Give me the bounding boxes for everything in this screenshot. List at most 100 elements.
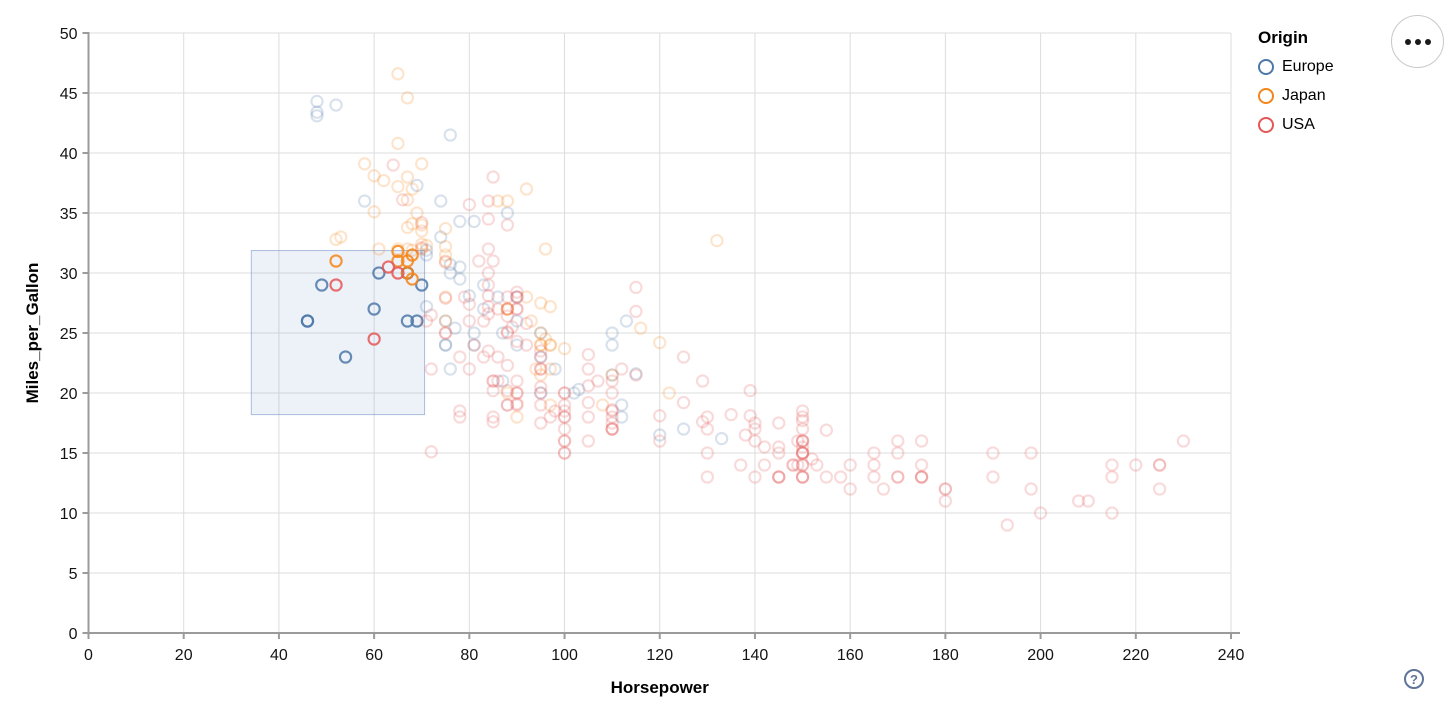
data-point-usa: [481, 194, 496, 208]
brush-selection[interactable]: [250, 250, 426, 416]
data-point-usa: [500, 218, 515, 232]
data-point-usa: [653, 409, 667, 423]
data-point-europe: [315, 278, 329, 292]
brush-rect[interactable]: [250, 250, 426, 416]
data-point-usa: [795, 404, 810, 418]
data-point-japan: [605, 368, 619, 382]
data-point-japan: [543, 398, 557, 412]
data-point-usa: [476, 314, 491, 328]
data-point-japan: [391, 136, 405, 151]
data-point-japan: [529, 362, 543, 376]
data-point-usa: [843, 458, 857, 472]
japan-ring-icon: [1258, 88, 1274, 104]
data-point-usa: [891, 470, 905, 484]
data-point-japan: [534, 338, 548, 352]
data-point-europe: [714, 431, 729, 446]
data-point-usa: [795, 413, 810, 428]
data-point-japan: [510, 410, 524, 424]
data-point-usa: [786, 458, 800, 472]
data-point-europe: [438, 314, 453, 328]
data-point-usa: [510, 398, 524, 412]
data-point-usa: [557, 410, 572, 424]
data-point-usa: [581, 434, 595, 448]
data-point-usa: [581, 379, 595, 393]
x-tick-label: 240: [1218, 647, 1245, 664]
data-point-japan: [400, 91, 415, 105]
data-point-usa: [810, 458, 824, 472]
data-point-usa: [462, 314, 476, 328]
y-tick-label: 15: [60, 446, 78, 463]
data-point-usa: [476, 350, 491, 364]
data-point-usa: [1105, 458, 1119, 472]
data-point-europe: [434, 230, 448, 244]
data-point-usa: [795, 446, 810, 460]
data-point-usa: [500, 302, 515, 316]
data-point-usa: [557, 386, 572, 400]
data-point-usa: [786, 458, 800, 472]
data-point-usa: [795, 422, 810, 436]
data-point-europe: [572, 382, 586, 397]
data-point-usa: [491, 302, 505, 316]
data-point-japan: [500, 386, 515, 400]
data-point-europe: [615, 398, 629, 412]
data-point-europe: [443, 266, 457, 280]
data-point-europe: [605, 338, 619, 352]
axes: 0 20 40 60 80 100 120 140 160 180 200 220 240 0 5 10 15 2…: [60, 26, 1245, 664]
data-point-usa: [591, 374, 605, 388]
data-point-usa: [605, 386, 619, 400]
data-point-usa: [491, 350, 505, 364]
data-point-usa: [500, 326, 515, 340]
data-point-usa: [1176, 434, 1191, 448]
data-point-usa: [1152, 482, 1167, 496]
data-point-usa: [819, 423, 834, 437]
data-point-japan: [595, 398, 610, 412]
data-point-usa: [724, 407, 738, 422]
data-point-usa: [581, 395, 595, 410]
data-point-europe: [496, 374, 510, 388]
data-point-usa: [534, 380, 548, 394]
data-point-usa: [791, 434, 805, 448]
data-point-usa: [329, 278, 343, 292]
y-tick-label: 30: [60, 266, 78, 283]
x-tick-label: 120: [646, 647, 673, 664]
data-point-japan: [500, 194, 515, 208]
data-point-japan: [376, 173, 391, 188]
data-point-usa: [833, 470, 848, 484]
help-button[interactable]: ?: [1404, 669, 1424, 689]
data-point-usa: [557, 446, 572, 460]
data-point-usa: [1152, 458, 1167, 472]
y-tick-label: 0: [69, 626, 78, 643]
data-point-europe: [534, 386, 548, 400]
data-point-usa: [481, 344, 496, 358]
data-point-usa: [795, 458, 810, 472]
data-point-usa: [1152, 458, 1167, 472]
x-tick-label: 20: [175, 647, 193, 664]
data-point-usa: [605, 374, 619, 388]
data-point-europe: [438, 338, 453, 352]
data-point-usa: [381, 260, 396, 274]
data-point-usa: [914, 458, 929, 472]
data-point-usa: [534, 344, 548, 358]
data-point-usa: [481, 242, 496, 256]
data-point-usa: [534, 386, 548, 400]
x-tick-label: 60: [365, 647, 383, 664]
data-point-japan: [438, 314, 453, 328]
data-point-usa: [700, 470, 715, 484]
data-point-europe: [419, 299, 434, 314]
data-point-europe: [676, 422, 691, 436]
data-point-japan: [415, 242, 429, 256]
data-point-usa: [557, 410, 572, 424]
y-tick-label: 10: [60, 506, 78, 523]
data-point-usa: [605, 410, 619, 424]
actions-menu-button[interactable]: [1391, 15, 1444, 68]
data-point-usa: [581, 362, 595, 376]
y-tick-label: 35: [60, 206, 78, 223]
y-tick-label: 20: [60, 386, 78, 403]
data-point-europe: [443, 362, 457, 376]
data-point-usa: [938, 482, 953, 496]
data-point-usa: [805, 452, 819, 466]
data-point-japan: [367, 205, 381, 219]
data-point-usa: [914, 470, 929, 484]
data-point-japan: [400, 242, 415, 256]
